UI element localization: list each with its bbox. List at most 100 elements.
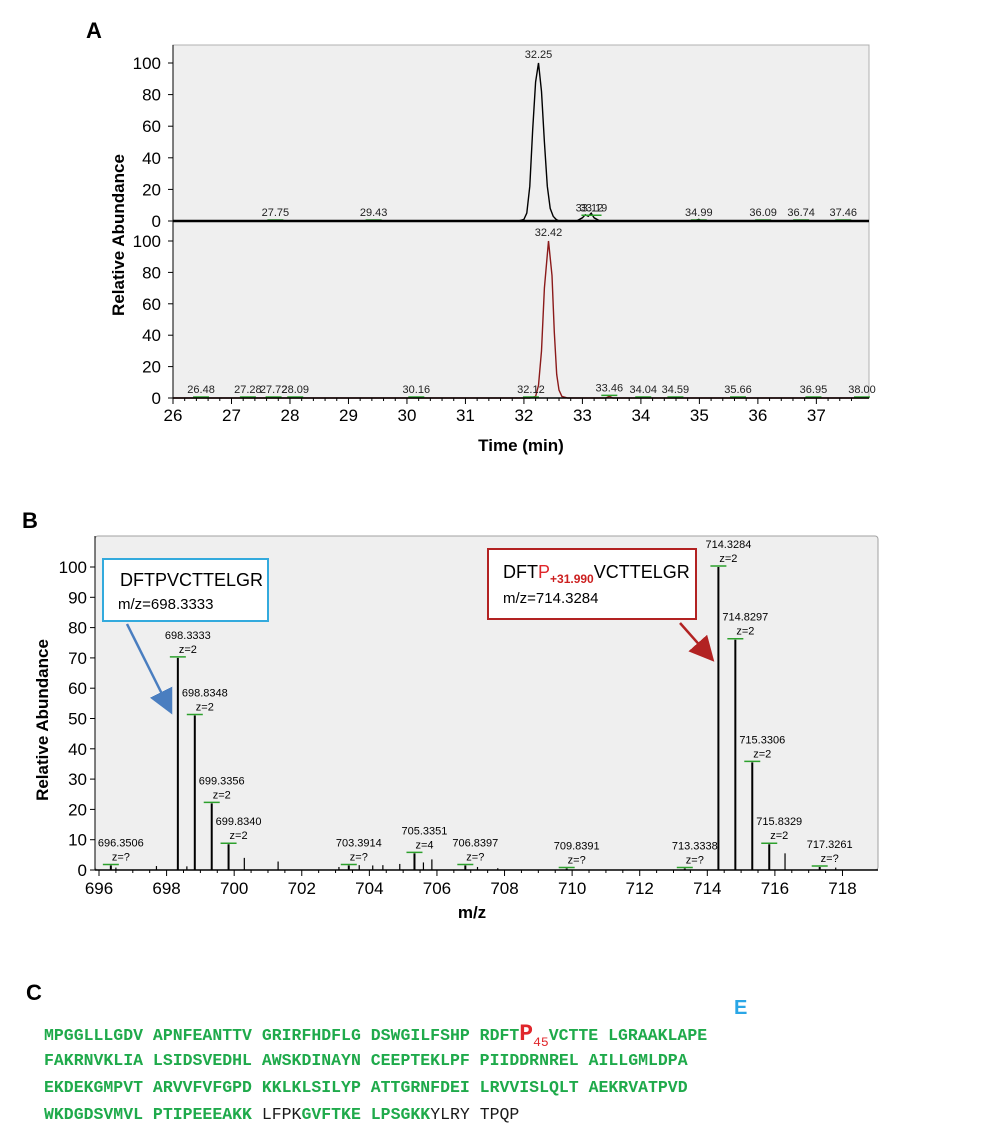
sequence-segment: P [519,1021,534,1047]
charge-label: z=2 [770,830,788,842]
y-axis-title: Relative Abundance [33,639,52,801]
y-tick-label: 10 [68,831,87,850]
sequence-segment: EKDEKGMPVT ARVVFVFGPD KKLKLSILYP ATTGRNF… [44,1078,688,1097]
charge-label: z=? [466,851,484,863]
sequence-segment: FAKRNVKLIA LSIDSVEDHL AWSKDINAYN CEEPTEK… [44,1051,688,1070]
peak-label: 28.09 [281,384,309,396]
x-tick-label: 696 [85,879,113,898]
x-tick-label: 32 [514,406,533,425]
y-tick-label-top: 20 [142,180,161,199]
annotation-mz-modified: m/z=714.3284 [503,590,599,607]
peak-label: 26.48 [187,384,215,396]
x-tick-label: 26 [164,406,183,425]
peak-label: 32.25 [525,49,553,61]
annotation-modified-residue: P [538,562,551,582]
x-tick-label: 704 [355,879,383,898]
y-axis-title: Relative Abundance [109,154,128,316]
x-tick-label: 33 [573,406,592,425]
annotation-mz: m/z=698.3333 [118,596,214,613]
peak-mz-label: 699.8340 [216,816,262,828]
x-tick-label: 712 [626,879,654,898]
peak-label: 32.42 [535,227,563,239]
x-tick-label: 31 [456,406,475,425]
peak-mz-label: 705.3351 [402,825,448,837]
charge-label: z=? [112,851,130,863]
charge-label: z=? [821,853,839,865]
x-axis-title: Time (min) [478,436,564,455]
peak-label: 33.12 [576,202,604,214]
x-tick-label: 718 [828,879,856,898]
peak-label: 32.12 [517,384,545,396]
x-tick-label: 708 [490,879,518,898]
peak-label: 36.09 [749,207,777,219]
peak-label: 35.66 [724,384,752,396]
y-tick-label: 50 [68,710,87,729]
y-tick-label: 80 [68,619,87,638]
sequence-segment: 45 [533,1035,549,1050]
substitution-residue: E [734,997,748,1019]
y-tick-label: 40 [68,740,87,759]
peak-label: 37.46 [829,207,857,219]
peak-mz-label: 709.8391 [554,840,600,852]
annotation-peptide-modified: DFTP+31.990VCTTELGR [503,562,690,586]
peak-label: 27.28 [234,384,262,396]
peak-mz-label: 696.3506 [98,837,144,849]
x-tick-label: 706 [423,879,451,898]
sequence-line-4: WKDGDSVMVL PTIPEEEAKK LFPKGVFTKE LPSGKKY… [44,1103,519,1127]
annotation-arrow-red [679,622,715,662]
y-tick-label-top: 100 [133,54,161,73]
charge-label: z=? [568,854,586,866]
y-tick-label-bottom: 20 [142,358,161,377]
peak-label: 38.00 [848,384,876,396]
peak-mz-label: 714.8297 [722,612,768,624]
x-tick-label: 35 [690,406,709,425]
y-tick-label-top: 0 [152,212,161,231]
peak-mz-label: 715.3306 [739,734,785,746]
y-tick-label-top: 40 [142,149,161,168]
sequence-segment: LFPK [261,1105,302,1124]
y-tick-label: 0 [78,861,87,880]
peak-mz-label: 714.3284 [705,539,751,551]
panel-label-b: B [22,508,38,533]
panel-label-c: C [26,980,42,1005]
annotation-peptide: DFTPVCTTELGR [120,570,264,590]
charge-label: z=2 [736,626,754,638]
y-tick-label-top: 80 [142,86,161,105]
peak-mz-label: 706.8397 [452,837,498,849]
annotation-arrow-blue [125,623,173,715]
sequence-segment: GVFTKE LPSGKK [301,1105,431,1124]
annotation-peptide-part: DFT [503,562,538,582]
y-tick-label-bottom: 0 [152,389,161,408]
x-tick-label: 36 [748,406,767,425]
charge-label: z=2 [196,701,214,713]
peak-mz-label: 703.3914 [336,837,382,849]
peak-label: 34.99 [685,207,713,219]
sequence-segment: VCTTE LGRAAKLAPE [548,1026,708,1045]
sequence-line-3: EKDEKGMPVT ARVVFVFGPD KKLKLSILYP ATTGRNF… [44,1076,688,1100]
charge-label: z=4 [415,839,433,851]
charge-label: z=? [350,851,368,863]
panel-label-a: A [86,18,102,43]
peak-label: 30.16 [403,384,431,396]
x-tick-label: 27 [222,406,241,425]
peak-mz-label: 699.3356 [199,775,245,787]
x-tick-label: 714 [693,879,721,898]
sequence-segment: WKDGDSVMVL PTIPEEEAKK [44,1105,262,1124]
x-tick-label: 28 [281,406,300,425]
y-tick-label-top: 60 [142,117,161,136]
annotation-box-modified: DFTP+31.990VCTTELGR m/z=714.3284 [487,548,697,620]
y-tick-label: 90 [68,588,87,607]
charge-label: z=2 [230,830,248,842]
charge-label: z=2 [179,644,197,656]
sequence-line-1: MPGGLLLGDV APNFEANTTV GRIRFHDFLG DSWGILF… [44,1021,708,1050]
y-tick-label: 30 [68,770,87,789]
peak-mz-label: 715.8329 [756,816,802,828]
x-tick-label: 30 [397,406,416,425]
annotation-peptide-part: VCTTELGR [593,562,690,582]
peak-label: 33.19 [580,202,608,214]
sequence-segment: YLRY TPQP [430,1105,520,1124]
charge-label: z=2 [719,553,737,565]
x-tick-label: 710 [558,879,586,898]
plot-area-top [172,44,870,222]
